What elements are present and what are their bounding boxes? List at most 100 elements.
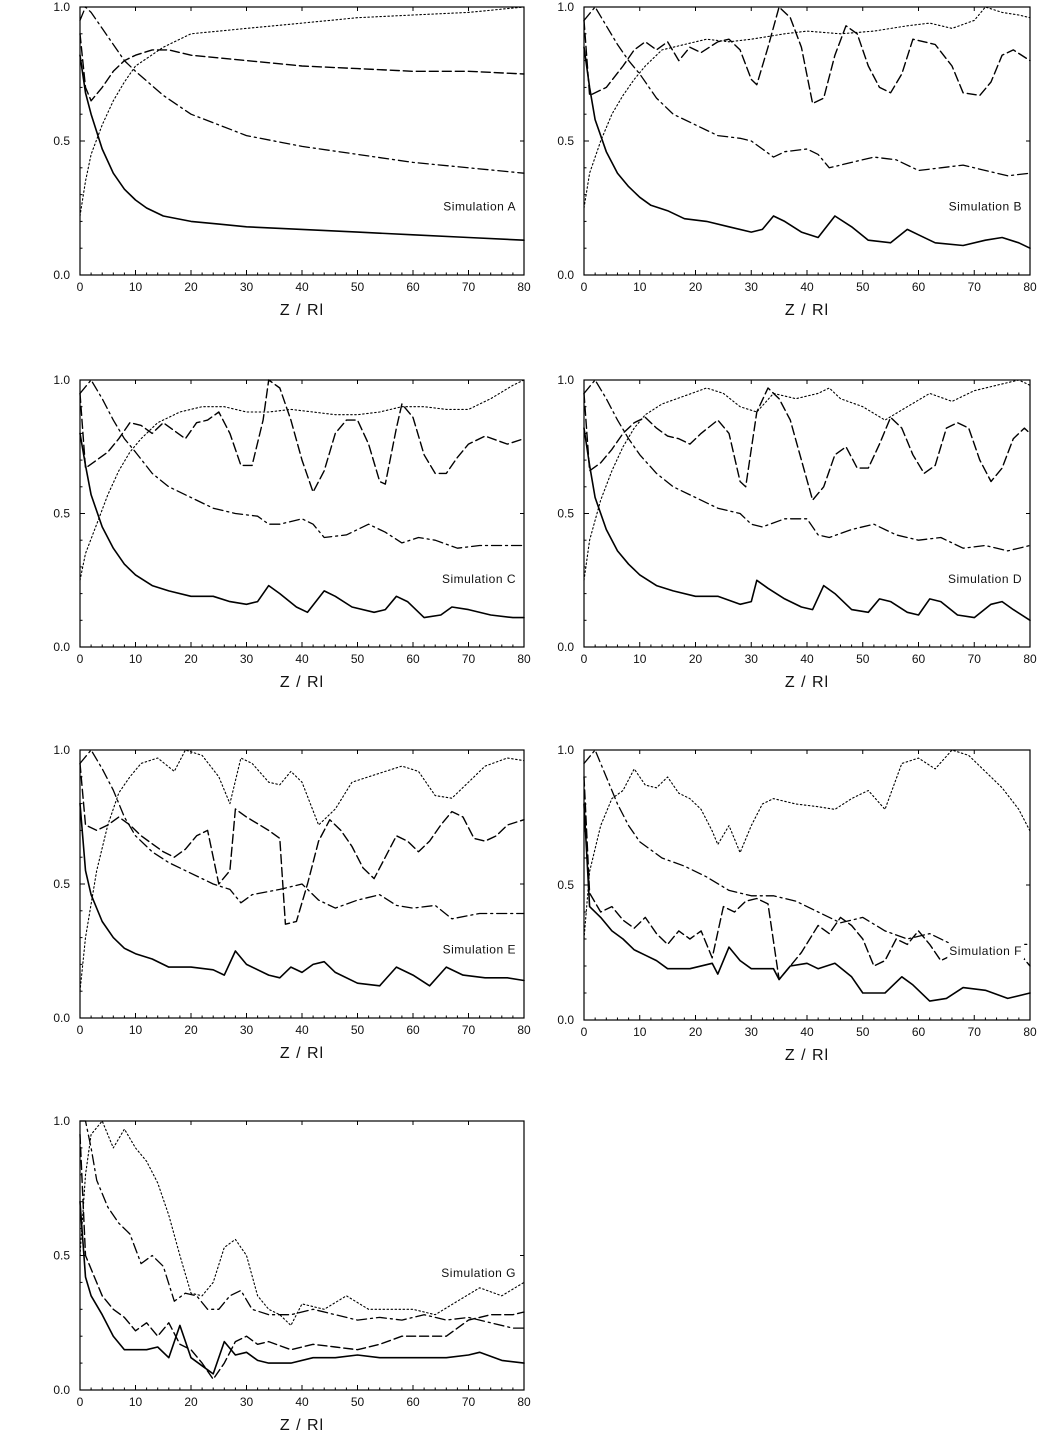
x-tick-label: 20 [184, 1395, 198, 1409]
x-tick-label: 30 [240, 652, 254, 666]
y-tick-label: 1.0 [53, 743, 70, 757]
x-tick-label: 10 [633, 1025, 647, 1039]
x-tick-label: 30 [240, 280, 254, 294]
x-tick-label: 80 [1023, 652, 1037, 666]
y-tick-label: 1.0 [53, 373, 70, 387]
x-tick-label: 0 [77, 280, 84, 294]
x-axis-title: Z / Rl [785, 1047, 829, 1064]
x-tick-label: 20 [184, 280, 198, 294]
series-line-dashdot [583, 379, 1031, 552]
series-line-dotted [583, 6, 1031, 209]
x-tick-label: 0 [77, 1395, 84, 1409]
y-tick-label: 0.5 [53, 877, 70, 891]
panel-label-backing [439, 570, 518, 587]
x-tick-label: 30 [240, 1023, 254, 1037]
y-tick-label: 1.0 [557, 0, 574, 14]
x-tick-label: 60 [912, 280, 926, 294]
y-tick-label: 0.0 [557, 640, 574, 654]
panel-label-backing [946, 198, 1024, 215]
x-tick-label: 60 [406, 652, 420, 666]
y-tick-label: 0.0 [53, 640, 70, 654]
series-line-dashed [79, 1133, 525, 1380]
x-tick-label: 50 [351, 1023, 365, 1037]
x-tick-label: 60 [912, 652, 926, 666]
plot-frame [79, 6, 525, 276]
panel-label: Simulation G [441, 1266, 516, 1280]
series-line-dashdot [583, 749, 1031, 951]
series-line-dashdot [79, 6, 525, 174]
chart-panel-3: 0 10 20 30 40 50 60 70 80 0.0 0.5 1.0 Z / Rl Simulati… [53, 373, 531, 691]
x-tick-label: 10 [129, 280, 143, 294]
x-tick-label: 50 [856, 280, 870, 294]
x-tick-label: 80 [1023, 280, 1037, 294]
series-line-dashed [583, 387, 1031, 501]
series-line-solid [583, 427, 1031, 622]
plot-frame [583, 6, 1031, 276]
x-tick-label: 70 [462, 652, 476, 666]
x-tick-label: 50 [351, 652, 365, 666]
x-tick-label: 0 [77, 652, 84, 666]
series-line-dashdot [79, 1120, 525, 1329]
series-line-solid [79, 54, 525, 241]
panel-label: Simulation A [443, 200, 516, 214]
x-tick-label: 10 [129, 1395, 143, 1409]
x-axis-title: Z / Rl [785, 674, 829, 691]
series-line-dotted [79, 6, 525, 217]
panel-label-backing [947, 943, 1024, 960]
panel-label: Simulation E [443, 943, 516, 957]
x-tick-label: 80 [517, 1023, 531, 1037]
x-tick-label: 60 [406, 280, 420, 294]
series-line-dashdot [79, 749, 525, 920]
x-tick-label: 30 [240, 1395, 254, 1409]
x-tick-label: 30 [745, 652, 759, 666]
series-line-dashed [583, 776, 1031, 981]
x-tick-label: 10 [129, 1023, 143, 1037]
series-line-dashdot [583, 6, 1031, 177]
series-line-solid [583, 803, 1031, 1002]
chart-panel-7: 0 10 20 30 40 50 60 70 80 0.0 0.5 1.0 Z / Rl Simulati… [53, 1114, 531, 1434]
x-tick-label: 40 [800, 652, 814, 666]
x-tick-label: 60 [406, 1023, 420, 1037]
y-tick-label: 0.0 [53, 1011, 70, 1025]
plot-frame [79, 379, 525, 648]
x-tick-label: 0 [581, 280, 588, 294]
y-tick-label: 0.5 [53, 507, 70, 521]
x-tick-label: 10 [129, 652, 143, 666]
y-tick-label: 1.0 [557, 743, 574, 757]
panel-label: Simulation D [948, 572, 1022, 586]
x-tick-label: 0 [581, 652, 588, 666]
x-tick-label: 20 [689, 1025, 703, 1039]
x-tick-label: 80 [517, 1395, 531, 1409]
x-tick-label: 40 [295, 280, 309, 294]
x-tick-label: 10 [633, 652, 647, 666]
x-tick-label: 70 [968, 1025, 982, 1039]
y-tick-label: 0.0 [557, 268, 574, 282]
x-axis-title: Z / Rl [280, 674, 324, 691]
x-tick-label: 70 [968, 280, 982, 294]
x-axis-title: Z / Rl [280, 1045, 324, 1062]
x-tick-label: 70 [462, 280, 476, 294]
chart-panel-1: 0 10 20 30 40 50 60 70 80 0.0 0.5 1.0 Z / Rl Simulati… [53, 0, 531, 319]
series-line-solid [583, 46, 1031, 249]
series-line-dotted [79, 379, 525, 581]
x-tick-label: 80 [517, 652, 531, 666]
x-tick-label: 0 [77, 1023, 84, 1037]
panel-label-backing [439, 1265, 518, 1282]
x-tick-label: 60 [406, 1395, 420, 1409]
x-tick-label: 50 [351, 280, 365, 294]
series-line-dotted [583, 379, 1031, 581]
series-line-solid [79, 802, 525, 987]
series-line-solid [79, 432, 525, 619]
chart-panel-6: 0 10 20 30 40 50 60 70 80 0.0 0.5 1.0 Z / Rl Simulati… [557, 743, 1037, 1064]
panel-label-backing [945, 570, 1024, 587]
y-tick-label: 0.5 [53, 134, 70, 148]
series-line-dashed [583, 6, 1031, 105]
y-tick-label: 1.0 [53, 0, 70, 14]
x-tick-label: 40 [295, 652, 309, 666]
x-tick-label: 80 [1023, 1025, 1037, 1039]
x-tick-label: 50 [856, 652, 870, 666]
series-line-dashed [79, 379, 525, 493]
panel-label: Simulation B [949, 200, 1022, 214]
y-tick-label: 0.5 [557, 134, 574, 148]
x-tick-label: 70 [462, 1023, 476, 1037]
